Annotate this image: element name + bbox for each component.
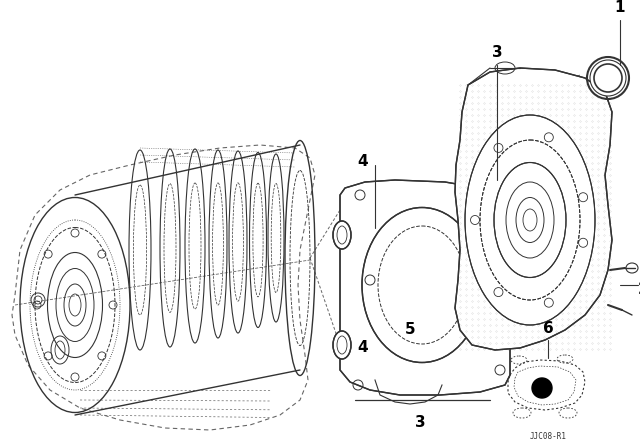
Ellipse shape [480,140,580,300]
Circle shape [532,378,552,398]
Text: 6: 6 [543,321,554,336]
Ellipse shape [494,163,566,277]
Text: 2: 2 [638,283,640,297]
Text: 4: 4 [357,155,368,169]
Ellipse shape [333,331,351,359]
Ellipse shape [333,221,351,249]
Text: 3: 3 [415,415,426,430]
Text: 4: 4 [357,340,368,356]
Text: 5: 5 [404,323,415,337]
Ellipse shape [590,60,626,96]
Ellipse shape [465,115,595,325]
Ellipse shape [362,207,482,362]
Polygon shape [340,180,510,395]
Text: 1: 1 [615,0,625,15]
Polygon shape [455,68,612,350]
Text: JJC08-R1: JJC08-R1 [529,432,566,441]
Text: 3: 3 [492,45,502,60]
